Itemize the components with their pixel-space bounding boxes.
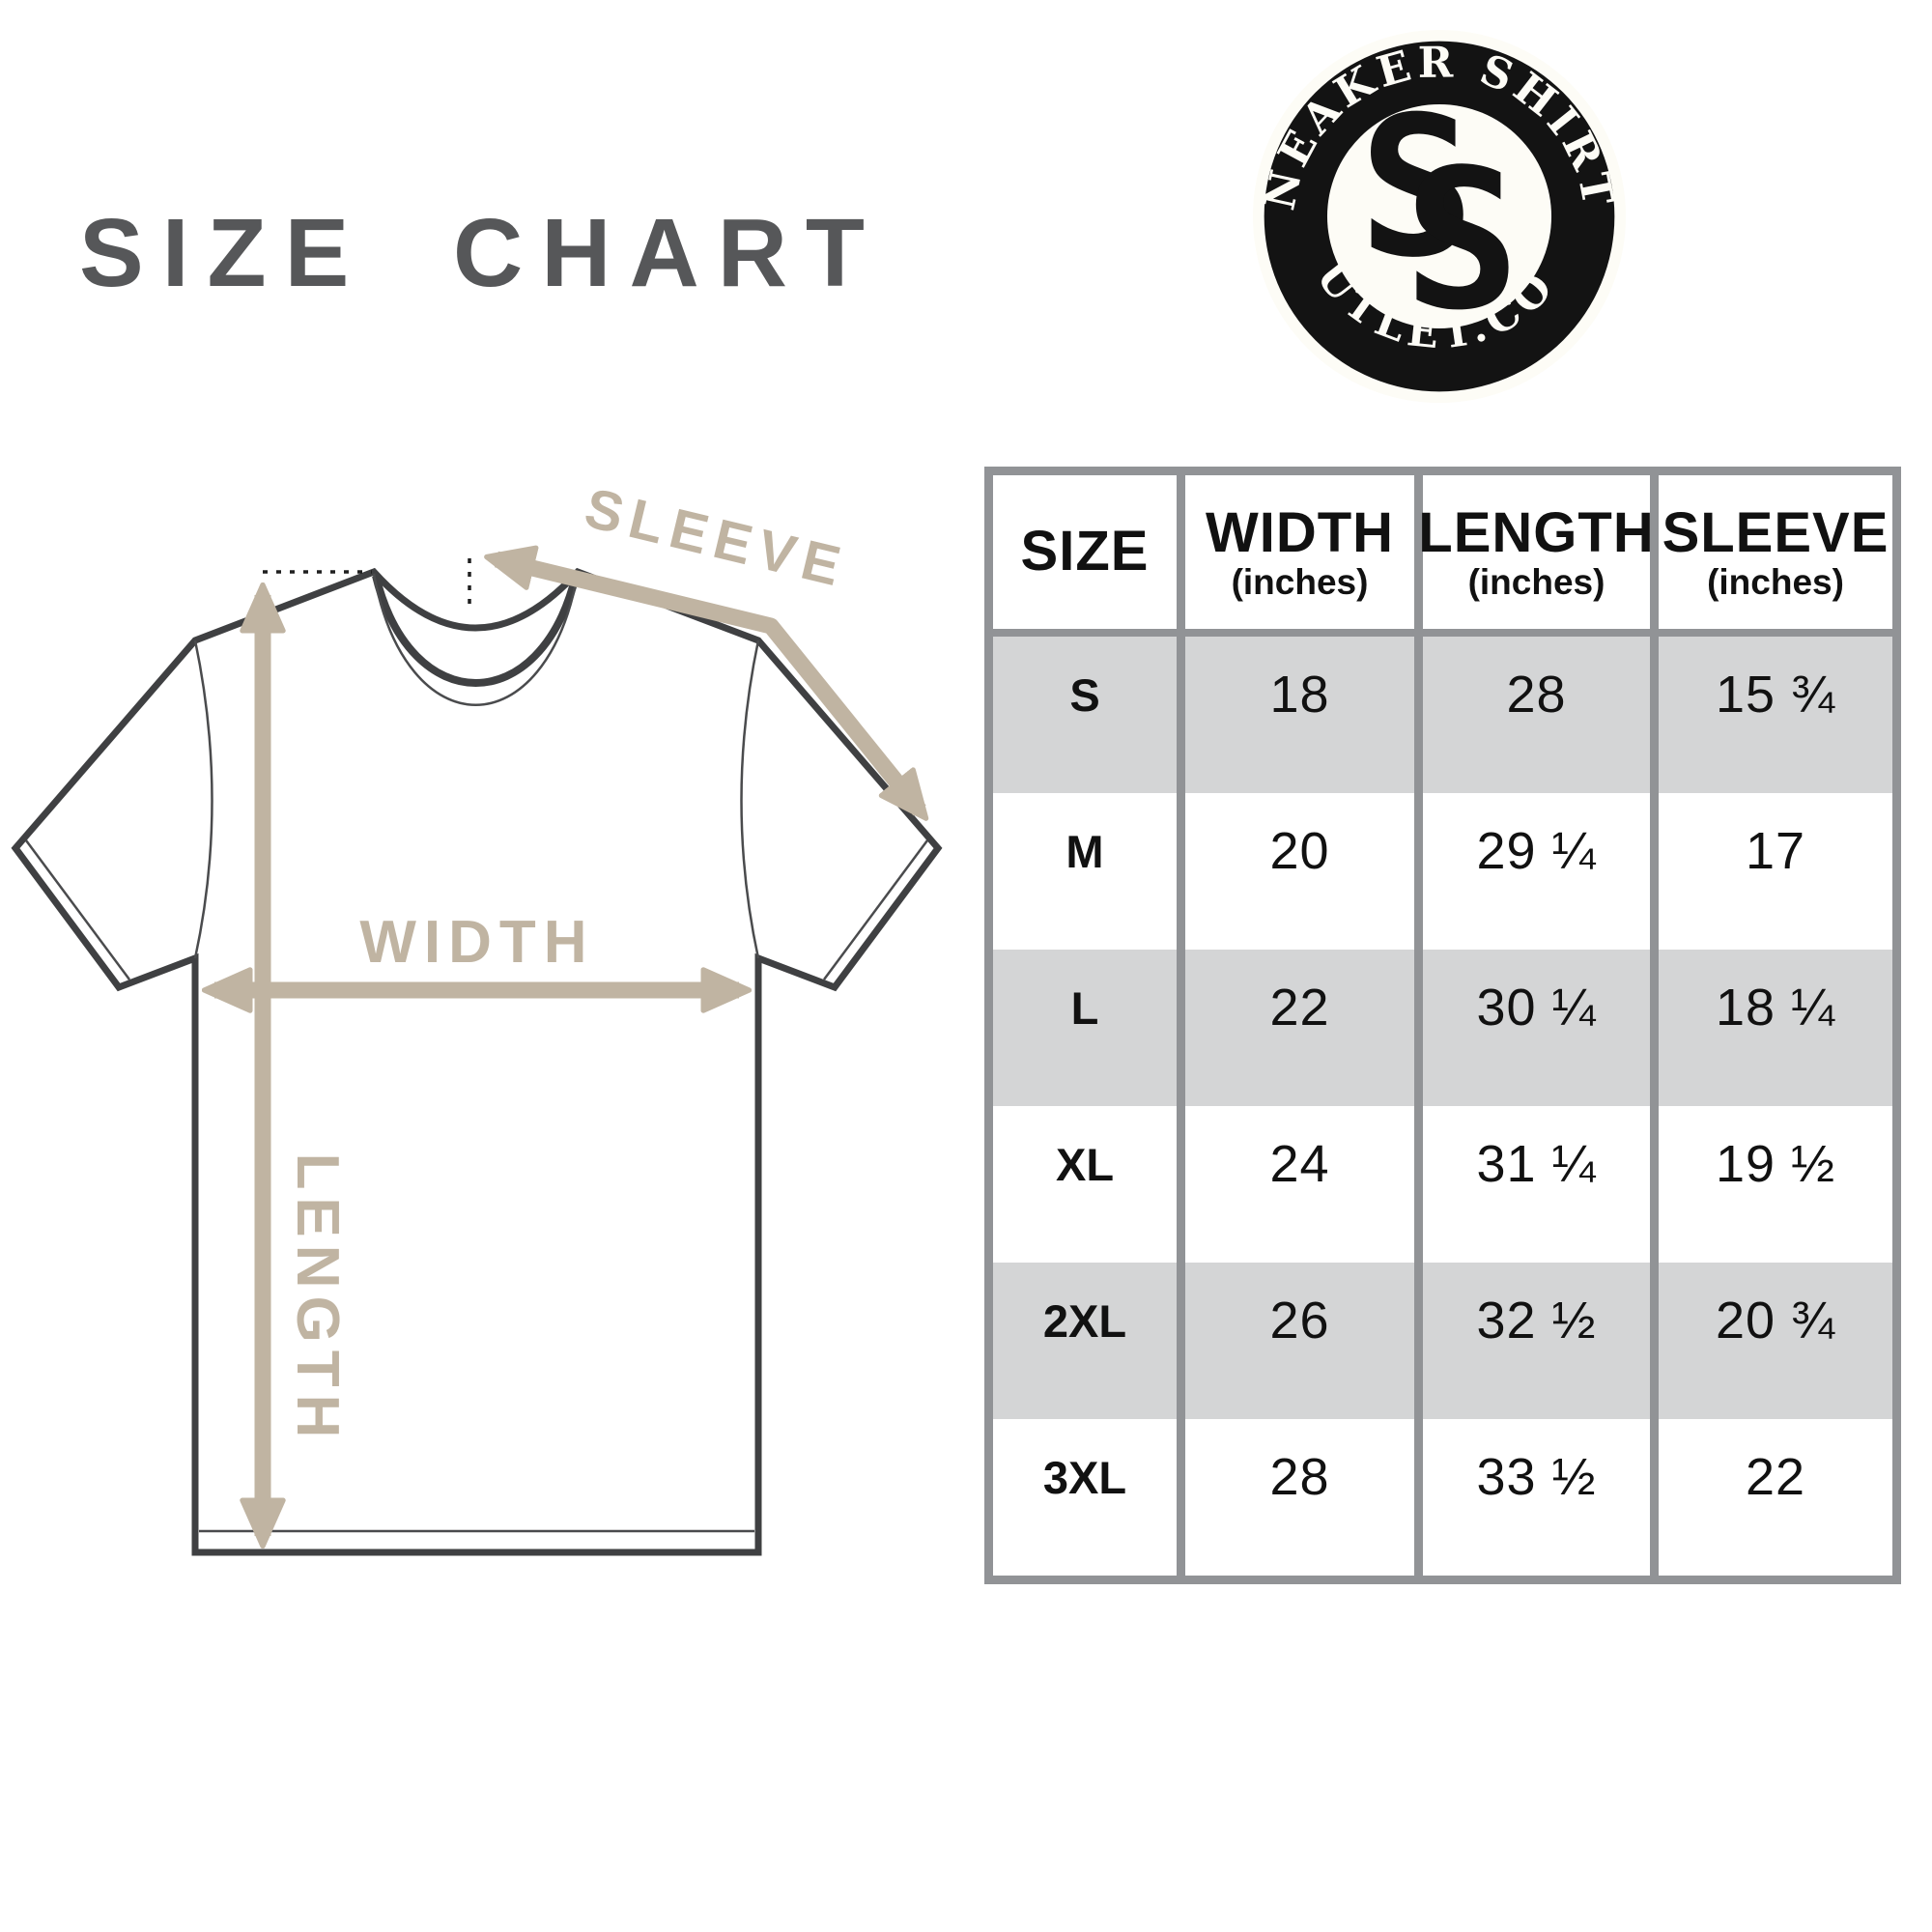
sleeve-cell: 19 ½ bbox=[1715, 1135, 1836, 1193]
header-size-label: SIZE bbox=[1020, 520, 1150, 583]
size-cell: S bbox=[993, 637, 1185, 793]
width-cell: 18 bbox=[1185, 637, 1423, 793]
monogram-s-back: S bbox=[1358, 75, 1474, 300]
size-cell: L bbox=[993, 950, 1185, 1106]
size-cell: 3XL bbox=[993, 1419, 1185, 1576]
monogram-s-front: S bbox=[1404, 128, 1520, 354]
header-cell-sleeve: SLEEVE (inches) bbox=[1659, 475, 1892, 637]
sleeve-cell: 18 ¼ bbox=[1659, 950, 1892, 1106]
header-sleeve-label: SLEEVE bbox=[1662, 500, 1889, 564]
length-cell: 32 ½ bbox=[1423, 1263, 1659, 1419]
width-cell: 26 bbox=[1185, 1263, 1423, 1419]
table-row-2xl: 2XL 26 32 ½ 20 ¾ bbox=[993, 1263, 1892, 1419]
width-label: WIDTH bbox=[359, 909, 594, 976]
table-row-s: S 18 28 15 ¾ bbox=[993, 637, 1892, 793]
sleeve-cell: 20 ¾ bbox=[1659, 1263, 1892, 1419]
tshirt-outline bbox=[11, 567, 943, 1556]
table-row-3xl: 3XL 28 33 ½ 22 bbox=[993, 1419, 1892, 1576]
length-label: LENGTH bbox=[284, 1153, 351, 1446]
header-length-units: (inches) bbox=[1467, 562, 1605, 603]
sleeve-cell: 22 bbox=[1745, 1448, 1806, 1506]
tshirt-diagram: WIDTH LENGTH SLEEVE bbox=[11, 476, 943, 1556]
sleeve-cell: 17 bbox=[1745, 822, 1806, 880]
width-cell: 22 bbox=[1185, 950, 1423, 1106]
header-sleeve-units: (inches) bbox=[1707, 562, 1844, 603]
width-cell: 20 bbox=[1185, 793, 1423, 950]
header-width-label: WIDTH bbox=[1205, 500, 1395, 564]
length-cell: 28 bbox=[1423, 637, 1659, 793]
size-cell: 2XL bbox=[993, 1263, 1185, 1419]
length-cell: 29 ¼ bbox=[1423, 793, 1659, 950]
length-cell: 30 ¼ bbox=[1423, 950, 1659, 1106]
header-cell-size: SIZE bbox=[993, 475, 1185, 637]
header-length-label: LENGTH bbox=[1418, 500, 1655, 564]
table-row-m: M 20 29 ¼ 17 bbox=[993, 793, 1892, 950]
page-title: SIZE CHART bbox=[79, 199, 883, 307]
table-row-l: L 22 30 ¼ 18 ¼ bbox=[993, 950, 1892, 1106]
size-table: SIZE WIDTH (inches) LENGTH (inches) SLEE… bbox=[984, 467, 1901, 1584]
length-cell: 33 ½ bbox=[1423, 1419, 1659, 1576]
width-cell: 24 bbox=[1185, 1106, 1423, 1263]
header-cell-length: LENGTH (inches) bbox=[1418, 475, 1659, 637]
length-cell: 31 ¼ bbox=[1423, 1106, 1659, 1263]
cuff-stitch-right bbox=[822, 839, 929, 980]
logo-inner-circle bbox=[1326, 103, 1552, 329]
table-row-xl: XL 24 31 ¼ 19 ½ bbox=[993, 1106, 1892, 1263]
table-header-row: SIZE WIDTH (inches) LENGTH (inches) SLEE… bbox=[993, 475, 1892, 637]
armhole-left bbox=[193, 639, 213, 959]
width-cell: 28 bbox=[1185, 1419, 1423, 1576]
header-cell-width: WIDTH (inches) bbox=[1185, 475, 1423, 637]
cuff-stitch-left bbox=[24, 839, 131, 980]
sleeve-cell: 15 ¾ bbox=[1659, 637, 1892, 793]
size-cell: XL bbox=[993, 1106, 1185, 1263]
logo-monogram: S S bbox=[1358, 75, 1520, 354]
brand-logo: SNEAKER SHIRTS OUTLET.COM S S bbox=[1251, 19, 1627, 404]
sleeve-arrow bbox=[484, 545, 929, 821]
header-width-units: (inches) bbox=[1231, 562, 1369, 603]
size-cell: M bbox=[993, 793, 1185, 950]
